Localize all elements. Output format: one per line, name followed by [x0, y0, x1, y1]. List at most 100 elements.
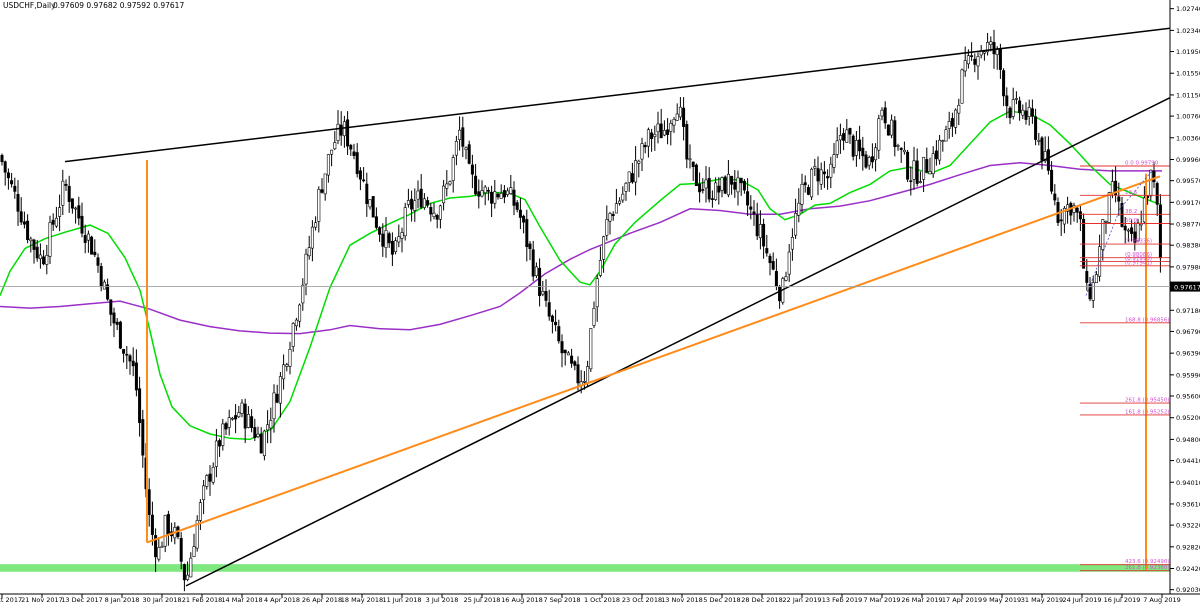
bearish-candle: [554, 321, 558, 326]
bullish-candle: [102, 281, 106, 290]
bearish-candle: [218, 440, 222, 447]
bullish-candle: [237, 412, 241, 418]
bearish-candle: [778, 286, 782, 302]
bearish-candle: [147, 489, 151, 516]
time-tick-label: 4 Apr 2018: [264, 596, 300, 604]
bearish-candle: [358, 170, 362, 180]
bullish-candle: [640, 143, 644, 160]
bullish-candle: [1021, 109, 1025, 116]
current-price-tag: [1170, 281, 1200, 292]
bullish-candle: [282, 364, 286, 380]
bearish-candle: [179, 537, 183, 562]
price-tick-label: 1.00760: [1176, 113, 1200, 121]
bearish-candle: [522, 215, 526, 223]
bullish-candle: [480, 190, 484, 197]
bullish-candle: [310, 226, 314, 249]
bearish-candle: [531, 249, 535, 277]
bearish-candle: [365, 183, 369, 204]
time-tick-label: 16 Aug 2018: [501, 596, 543, 604]
bullish-candle: [605, 219, 609, 236]
bullish-candle: [790, 237, 794, 250]
bullish-candle: [675, 113, 679, 121]
bullish-candle: [566, 352, 570, 356]
bullish-candle: [438, 205, 442, 220]
bullish-candle: [323, 173, 327, 195]
bearish-candle: [426, 200, 430, 206]
bullish-candle: [800, 184, 804, 205]
fib-level-label: 261.8 (0.95450): [1125, 398, 1170, 404]
bullish-candle: [797, 202, 801, 216]
bullish-candle: [256, 433, 260, 437]
bearish-candle: [1040, 137, 1044, 161]
bullish-candle: [1107, 192, 1111, 223]
bearish-candle: [477, 191, 481, 197]
bearish-candle: [742, 180, 746, 191]
bullish-candle: [838, 135, 842, 141]
bullish-candle: [726, 173, 730, 196]
bearish-candle: [80, 215, 84, 234]
bearish-candle: [1005, 95, 1009, 107]
bullish-candle: [205, 475, 209, 487]
bearish-candle: [870, 156, 874, 163]
moving-averages-layer: [0, 110, 1163, 441]
bearish-candle: [1114, 180, 1118, 195]
time-tick-label: 14 Mar 2018: [221, 596, 262, 604]
bullish-candle: [262, 430, 266, 457]
price-tick-label: 0.92030: [1176, 586, 1200, 594]
bullish-candle: [86, 233, 90, 241]
bullish-candle: [845, 129, 849, 143]
bearish-candle: [410, 198, 414, 210]
price-axis[interactable]: 1.02740 1.02340 1.01950 1.01550 1.01150 1.007…: [1170, 5, 1200, 594]
bullish-candle: [976, 56, 980, 67]
current-price-tag-label: 0.97617: [1174, 284, 1200, 292]
bullish-candle: [662, 130, 666, 136]
bearish-candle: [435, 215, 439, 220]
lower-trendline: [185, 96, 1171, 587]
bullish-candle: [221, 423, 225, 446]
time-tick-label: 23 Oct 2018: [622, 596, 662, 604]
bearish-candle: [893, 120, 897, 147]
bullish-candle: [624, 182, 628, 192]
time-tick-label: 5 Dec 2018: [703, 596, 740, 604]
bearish-candle: [182, 564, 186, 581]
bearish-candle: [128, 355, 132, 362]
bullish-candle: [413, 200, 417, 211]
bearish-candle: [518, 209, 522, 218]
bullish-candle: [758, 224, 762, 239]
bullish-candle: [458, 129, 462, 140]
bullish-candle: [966, 55, 970, 65]
bullish-candle: [784, 276, 788, 281]
bullish-candle: [157, 547, 161, 560]
bullish-candle: [195, 520, 199, 549]
fib-level-label: (0.97941): [1125, 260, 1152, 266]
bearish-candle: [253, 427, 257, 439]
fib-level-label: 161.8 (0.95252): [1125, 409, 1170, 415]
bullish-candle: [669, 123, 673, 132]
bearish-candle: [1155, 183, 1159, 205]
bearish-candle: [826, 176, 830, 179]
fib-level-label: 261.8 (0.92380): [1125, 565, 1170, 571]
time-tick-label: 7 Mar 2019: [863, 596, 900, 604]
bullish-candle: [1066, 204, 1070, 212]
bearish-candle: [771, 261, 775, 270]
bearish-candle: [349, 144, 353, 150]
bullish-candle: [317, 189, 321, 222]
bullish-candle: [986, 42, 990, 53]
bearish-candle: [346, 119, 350, 147]
bearish-candle: [643, 145, 647, 148]
bullish-candle: [330, 149, 334, 155]
bearish-candle: [899, 147, 903, 150]
bearish-candle: [749, 206, 753, 210]
bullish-candle: [1062, 207, 1066, 225]
time-tick-label: 17 Apr 2019: [942, 596, 982, 604]
bullish-candle: [890, 119, 894, 136]
